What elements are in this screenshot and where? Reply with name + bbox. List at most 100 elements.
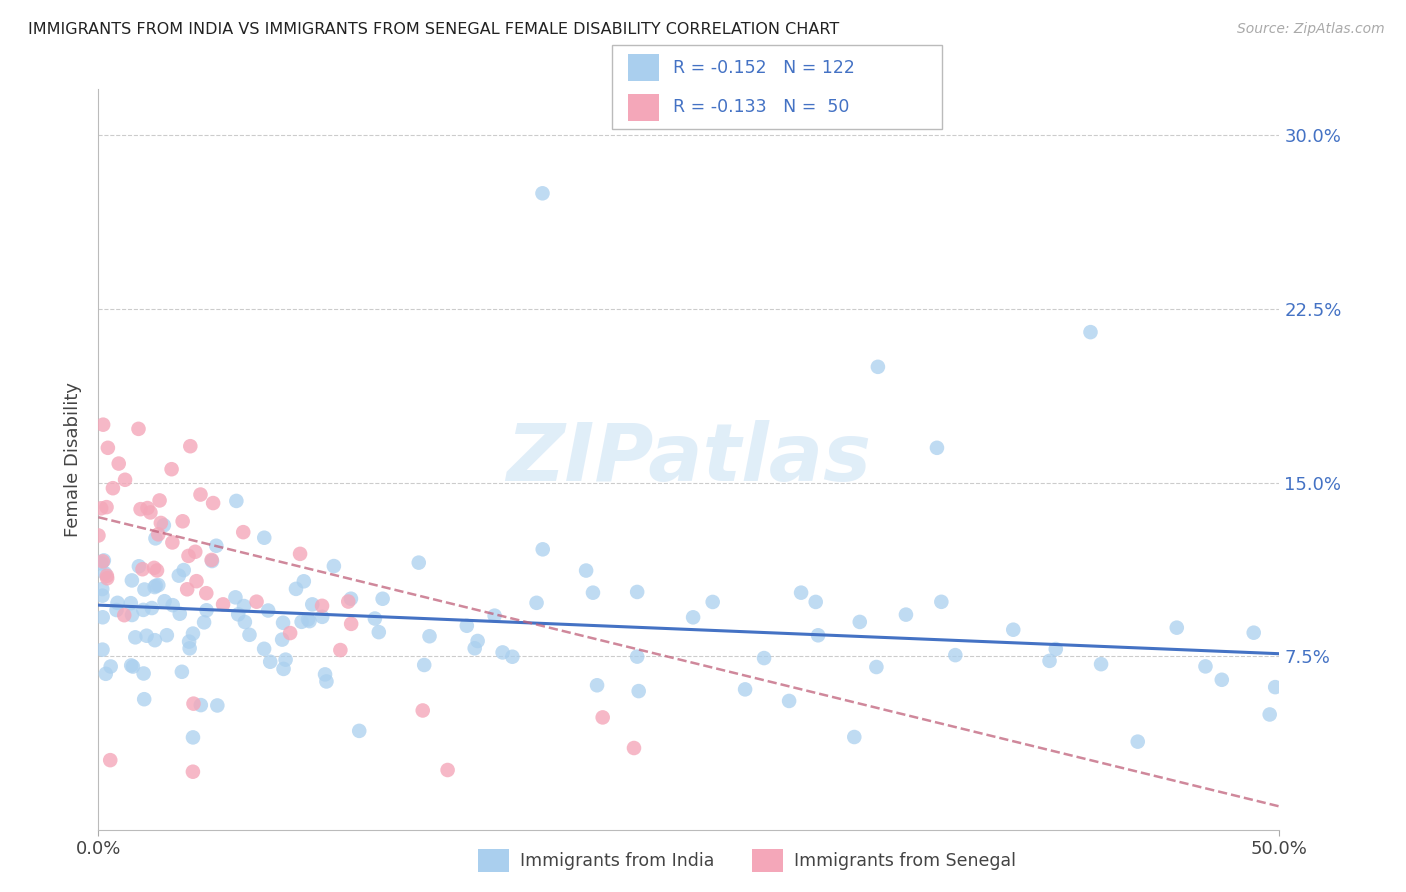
Point: [190, 487, 212, 501]
Point: [183, 697, 205, 711]
Point: [253, 531, 276, 545]
Point: [205, 539, 228, 553]
Point: [592, 710, 614, 724]
Point: [136, 501, 159, 516]
Point: [143, 633, 166, 648]
Point: [124, 631, 146, 645]
Point: [894, 607, 917, 622]
Point: [456, 619, 478, 633]
Point: [311, 610, 333, 624]
Point: [193, 615, 215, 630]
Point: [122, 659, 145, 673]
Point: [107, 457, 129, 471]
Point: [297, 612, 319, 626]
Point: [491, 645, 513, 659]
Point: [804, 595, 827, 609]
Point: [1080, 325, 1102, 339]
Point: [195, 603, 218, 617]
Point: [1045, 642, 1067, 657]
Point: [176, 582, 198, 597]
Point: [1002, 623, 1025, 637]
Point: [285, 582, 308, 596]
Point: [329, 643, 352, 657]
Point: [464, 641, 486, 656]
Point: [112, 608, 135, 623]
Point: [139, 505, 162, 519]
Point: [190, 698, 212, 712]
Point: [531, 542, 554, 557]
Point: [224, 591, 246, 605]
Point: [340, 591, 363, 606]
Point: [179, 439, 201, 453]
Point: [129, 502, 152, 516]
Point: [181, 626, 204, 640]
Point: [149, 516, 172, 530]
Point: [232, 525, 254, 540]
Point: [734, 682, 756, 697]
Point: [177, 634, 200, 648]
Point: [173, 563, 195, 577]
Point: [274, 653, 297, 667]
Point: [1264, 680, 1286, 694]
Point: [121, 574, 143, 588]
Point: [101, 481, 124, 495]
Text: ZIPatlas: ZIPatlas: [506, 420, 872, 499]
Point: [626, 649, 648, 664]
Point: [96, 500, 118, 515]
Text: Immigrants from Senegal: Immigrants from Senegal: [794, 852, 1017, 870]
Point: [202, 496, 225, 510]
Point: [1211, 673, 1233, 687]
Point: [93, 553, 115, 567]
Point: [866, 359, 889, 374]
Point: [1038, 654, 1060, 668]
Point: [436, 763, 458, 777]
Text: IMMIGRANTS FROM INDIA VS IMMIGRANTS FROM SENEGAL FEMALE DISABILITY CORRELATION C: IMMIGRANTS FROM INDIA VS IMMIGRANTS FROM…: [28, 22, 839, 37]
Point: [120, 596, 142, 610]
Point: [582, 585, 605, 599]
Point: [143, 561, 166, 575]
Point: [531, 186, 554, 201]
Point: [292, 574, 315, 589]
Point: [278, 626, 301, 640]
Point: [865, 660, 887, 674]
Point: [273, 662, 295, 676]
Point: [467, 634, 489, 648]
Point: [233, 615, 256, 629]
Point: [131, 562, 153, 576]
Point: [121, 607, 143, 622]
Point: [141, 601, 163, 615]
Point: [623, 741, 645, 756]
Point: [408, 556, 430, 570]
Point: [371, 591, 394, 606]
Point: [91, 582, 114, 596]
Point: [162, 598, 184, 612]
Point: [207, 698, 229, 713]
Point: [149, 493, 172, 508]
Point: [135, 629, 157, 643]
Point: [301, 598, 323, 612]
Y-axis label: Female Disability: Female Disability: [65, 382, 83, 537]
Point: [412, 703, 434, 717]
Point: [1194, 659, 1216, 673]
Point: [259, 655, 281, 669]
Point: [225, 494, 247, 508]
Point: [90, 501, 112, 516]
Point: [627, 684, 650, 698]
Point: [790, 585, 813, 599]
Point: [128, 559, 150, 574]
Point: [91, 610, 114, 624]
Point: [1258, 707, 1281, 722]
Point: [271, 615, 294, 630]
Point: [98, 753, 121, 767]
Point: [340, 616, 363, 631]
Point: [322, 559, 344, 574]
Point: [778, 694, 800, 708]
Point: [128, 422, 150, 436]
Point: [94, 566, 117, 581]
Point: [172, 514, 194, 528]
Point: [169, 607, 191, 621]
Point: [97, 441, 120, 455]
Point: [91, 417, 114, 432]
Point: [526, 596, 548, 610]
Point: [418, 629, 440, 643]
